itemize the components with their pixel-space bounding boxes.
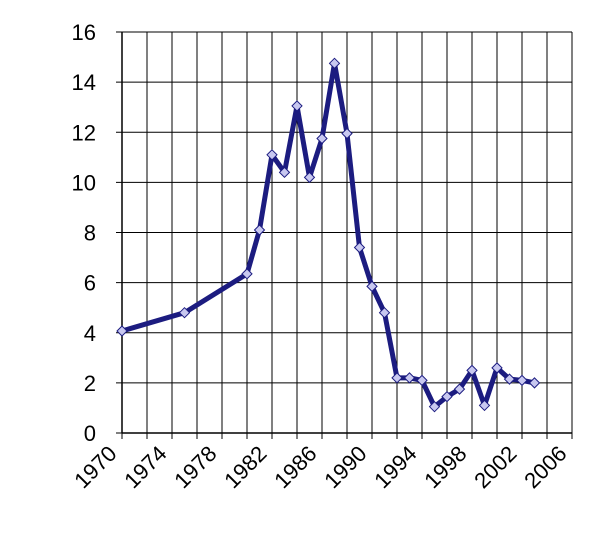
marker	[291, 100, 303, 112]
x-tick-label: 1974	[119, 441, 171, 493]
marker	[328, 57, 341, 70]
x-tick-label: 1986	[269, 441, 321, 493]
marker	[353, 241, 366, 254]
y-tick-label: 0	[84, 421, 96, 446]
y-tick-label: 14	[72, 70, 96, 95]
marker	[366, 280, 378, 293]
marker	[316, 132, 328, 145]
y-tick-label: 16	[72, 20, 96, 45]
marker	[116, 325, 128, 337]
marker	[516, 374, 528, 387]
x-tick-label: 1998	[419, 441, 471, 493]
x-tick-label: 2006	[519, 441, 571, 493]
marker	[491, 362, 503, 374]
marker	[528, 377, 541, 389]
y-tick-label: 2	[84, 371, 96, 396]
x-tick-label: 2002	[469, 441, 521, 493]
x-tick-label: 1982	[219, 441, 271, 493]
marker	[478, 399, 491, 412]
x-tick-label: 1978	[169, 441, 221, 493]
marker	[378, 306, 391, 319]
marker	[503, 373, 516, 385]
y-tick-label: 12	[72, 120, 96, 145]
marker	[303, 171, 316, 184]
marker	[428, 400, 441, 413]
marker	[253, 224, 266, 236]
y-tick-label: 10	[72, 170, 96, 195]
line-series	[121, 60, 535, 410]
marker	[266, 149, 278, 161]
marker	[416, 374, 428, 387]
x-tick-label: 1970	[69, 441, 121, 493]
marker	[341, 127, 353, 140]
marker	[441, 390, 453, 403]
marker	[453, 383, 466, 395]
marker	[241, 268, 253, 280]
x-tick-label: 1994	[369, 441, 421, 493]
x-tick-label: 1990	[319, 441, 371, 493]
y-tick-label: 4	[84, 321, 96, 346]
marker	[391, 372, 403, 384]
marker	[178, 306, 191, 319]
y-tick-label: 6	[84, 271, 96, 296]
marker	[466, 364, 478, 377]
marker	[278, 166, 291, 179]
marker	[403, 372, 416, 384]
y-tick-label: 8	[84, 221, 96, 246]
